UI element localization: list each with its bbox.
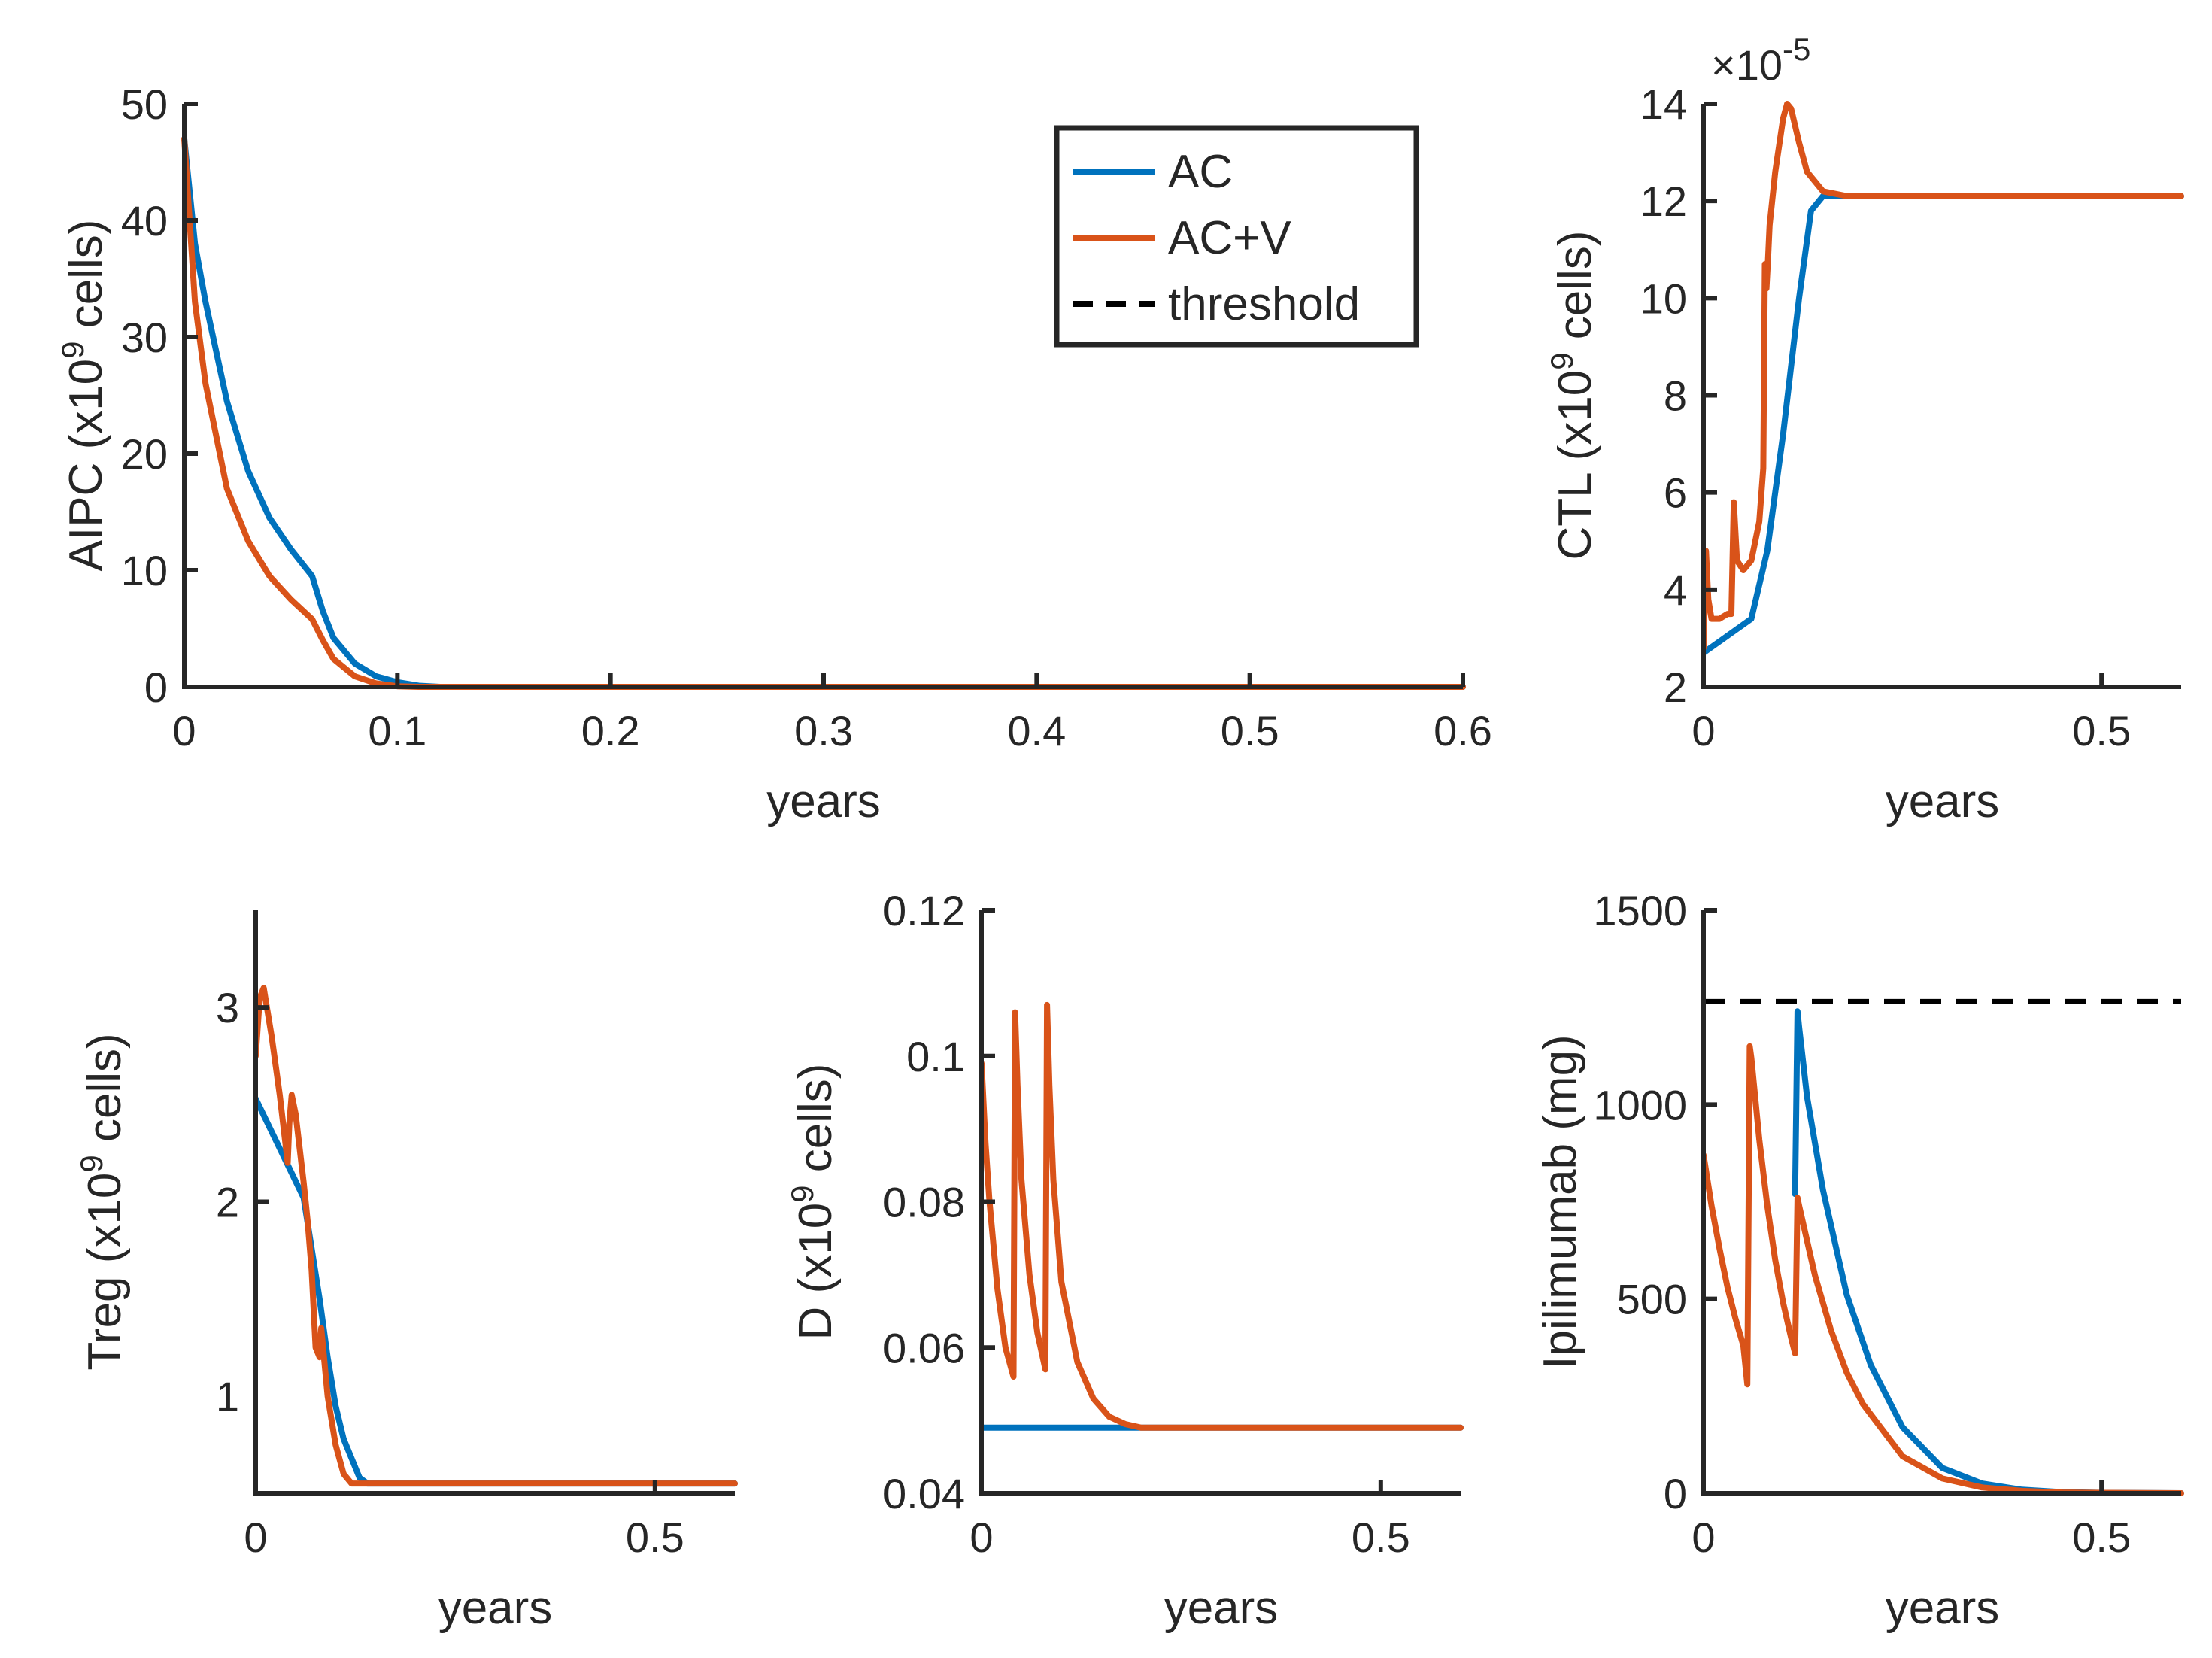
y-axis-label-exponent: 9: [74, 1155, 109, 1172]
x-tick-label-aipc: 0.6: [1434, 707, 1492, 755]
y-tick-label-ctl: 8: [1664, 372, 1687, 420]
series-line-ac-plus-v-ctl: [1701, 101, 2184, 651]
x-tick-label-d: 0.5: [1352, 1514, 1410, 1561]
y-axis-label-tail: cells): [1549, 231, 1601, 353]
legend-label-ac-plus-v: AC+V: [1168, 212, 1291, 264]
y-axis-label-exponent: 9: [1544, 352, 1579, 369]
series-line-ac-ctl: [1701, 193, 2184, 656]
y-axis-label-main: CTL (x10: [1549, 370, 1601, 560]
x-tick-label-aipc: 0: [172, 707, 196, 755]
legend: AC AC+V threshold: [1054, 125, 1419, 348]
axis-exponent-power: -5: [1783, 32, 1810, 67]
axis-exponent-ctl: ×10-5: [1711, 32, 1810, 89]
y-tick-label-aipc: 50: [121, 80, 168, 128]
y-tick-label-aipc: 30: [121, 314, 168, 361]
chart-ctl: 0 0.5 2 4 6 8 10 12 14 years CTL (x109 cells) ×10-5: [1544, 32, 2184, 827]
y-tick-label-d: 0.1: [906, 1033, 965, 1080]
y-axis-label-main: Ipilimumab (mg): [1534, 1034, 1586, 1368]
x-axis-label-treg: years: [438, 1582, 553, 1634]
y-tick-label-ctl: 14: [1640, 80, 1687, 128]
y-axis-label-tail: cells): [790, 1064, 842, 1186]
x-axis-label-aipc: years: [766, 776, 881, 827]
x-tick-label-aipc: 0.1: [368, 707, 426, 755]
y-axis-label-ipilimumab: Ipilimumab (mg): [1534, 1034, 1586, 1368]
y-tick-label-d: 0.06: [883, 1324, 965, 1371]
series-line-ac-treg: [253, 1095, 738, 1487]
series-line-ac-plus-v-treg: [253, 985, 738, 1487]
y-axis-label-ctl: CTL (x109 cells): [1544, 231, 1601, 560]
y-tick-label-d: 0.04: [883, 1470, 965, 1517]
series-line-ac-ipilimumab: [1792, 1008, 2184, 1496]
y-axis-label-main: Treg (x10: [79, 1173, 131, 1371]
y-tick-label-ipilimumab: 500: [1617, 1276, 1687, 1323]
x-axis-label-d: years: [1164, 1582, 1279, 1634]
x-axis-label-ipilimumab: years: [1886, 1582, 2000, 1634]
y-axis-label-exponent: 9: [55, 342, 90, 359]
x-axis-label-ctl: years: [1886, 776, 2000, 827]
y-axis-label-d: D (x109 cells): [784, 1064, 842, 1341]
x-tick-label-treg: 0: [244, 1514, 267, 1561]
x-tick-label-aipc: 0.2: [581, 707, 640, 755]
series-line-ac-plus-v-d: [979, 1001, 1464, 1431]
x-tick-label-ipilimumab: 0: [1692, 1514, 1715, 1561]
x-tick-label-ctl: 0.5: [2072, 707, 2131, 755]
chart-aipc: 0 0.1 0.2 0.3 0.4 0.5 0.6 0 10 20 30 40 50 years AIPC …: [55, 80, 1492, 827]
x-tick-label-aipc: 0.4: [1007, 707, 1066, 755]
y-tick-label-treg: 3: [216, 984, 239, 1031]
x-tick-label-treg: 0.5: [626, 1514, 684, 1561]
y-tick-label-treg: 2: [216, 1179, 239, 1226]
y-axis-label-exponent: 9: [784, 1185, 820, 1202]
y-tick-label-ipilimumab: 1500: [1593, 887, 1687, 934]
y-tick-label-ipilimumab: 1000: [1593, 1081, 1687, 1128]
y-tick-label-ctl: 2: [1664, 664, 1687, 711]
y-tick-label-d: 0.12: [883, 887, 965, 934]
x-tick-label-aipc: 0.5: [1221, 707, 1279, 755]
legend-label-ac: AC: [1168, 146, 1233, 198]
y-axis-label-aipc: AIPC (x109 cells): [55, 220, 112, 572]
series-line-ac-plus-v-ipilimumab: [1701, 1043, 2184, 1496]
y-axis-label-main: AIPC (x10: [60, 359, 112, 572]
y-tick-label-treg: 1: [216, 1373, 239, 1420]
legend-label-threshold: threshold: [1168, 278, 1360, 330]
y-tick-label-aipc: 10: [121, 547, 168, 594]
y-tick-label-aipc: 20: [121, 430, 168, 478]
axis-exponent-base: ×10: [1711, 41, 1783, 89]
y-tick-label-aipc: 40: [121, 197, 168, 244]
y-tick-label-ipilimumab: 0: [1664, 1470, 1687, 1517]
x-tick-label-ctl: 0: [1692, 707, 1715, 755]
x-tick-label-d: 0: [969, 1514, 993, 1561]
y-tick-label-ctl: 4: [1664, 566, 1687, 614]
y-tick-label-aipc: 0: [144, 664, 168, 711]
y-axis-label-treg: Treg (x109 cells): [74, 1033, 131, 1370]
y-tick-label-d: 0.08: [883, 1179, 965, 1226]
x-tick-label-ipilimumab: 0.5: [2072, 1514, 2131, 1561]
chart-treg: 0 0.5 1 2 3 years Treg (x109 cells): [74, 910, 738, 1634]
chart-d: 0 0.5 0.04 0.06 0.08 0.1 0.12 years D (x109 cell…: [784, 887, 1464, 1634]
chart-ipilimumab: 0 0.5 0 500 1000 1500 years Ipilimumab (mg): [1534, 887, 2184, 1634]
y-tick-label-ctl: 6: [1664, 469, 1687, 517]
y-axis-label-main: D (x10: [790, 1203, 842, 1341]
y-tick-label-ctl: 10: [1640, 275, 1687, 322]
y-axis-label-tail: cells): [79, 1033, 131, 1155]
y-tick-label-ctl: 12: [1640, 178, 1687, 225]
x-tick-label-aipc: 0.3: [794, 707, 853, 755]
y-axis-label-tail: cells): [60, 220, 112, 342]
